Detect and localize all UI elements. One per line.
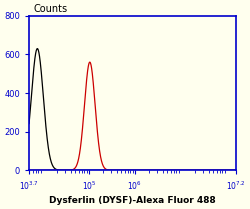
Text: Counts: Counts <box>33 4 67 14</box>
X-axis label: Dysferlin (DYSF)-Alexa Fluor 488: Dysferlin (DYSF)-Alexa Fluor 488 <box>49 196 216 205</box>
